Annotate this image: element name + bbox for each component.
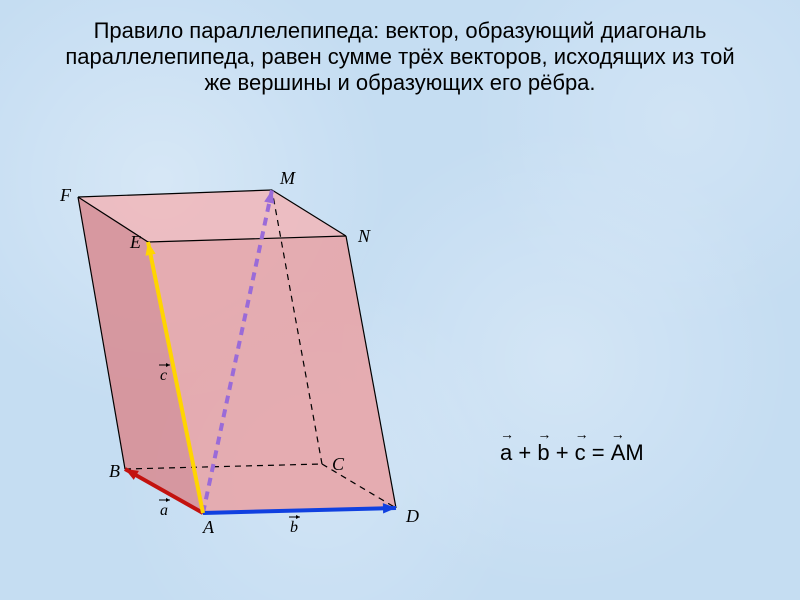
vec-a: a [500, 440, 512, 466]
title-text: Правило параллелепипеда: вектор, образую… [0, 0, 800, 96]
svg-text:E: E [129, 232, 141, 252]
svg-text:A: A [202, 517, 215, 537]
vec-c: c [575, 440, 586, 466]
svg-text:c: c [160, 367, 167, 384]
svg-text:N: N [357, 226, 371, 246]
svg-text:a: a [160, 502, 168, 519]
svg-text:M: M [279, 168, 296, 188]
vector-equation: a + b + c = AM [500, 440, 644, 466]
vec-AM: AM [611, 440, 644, 466]
vec-b: b [537, 440, 549, 466]
parallelepiped-diagram: A B C D E F M Na b c [40, 160, 430, 560]
svg-text:b: b [290, 519, 298, 536]
svg-text:F: F [59, 185, 72, 205]
svg-text:B: B [109, 461, 120, 481]
svg-text:C: C [332, 454, 345, 474]
svg-text:D: D [405, 506, 419, 526]
